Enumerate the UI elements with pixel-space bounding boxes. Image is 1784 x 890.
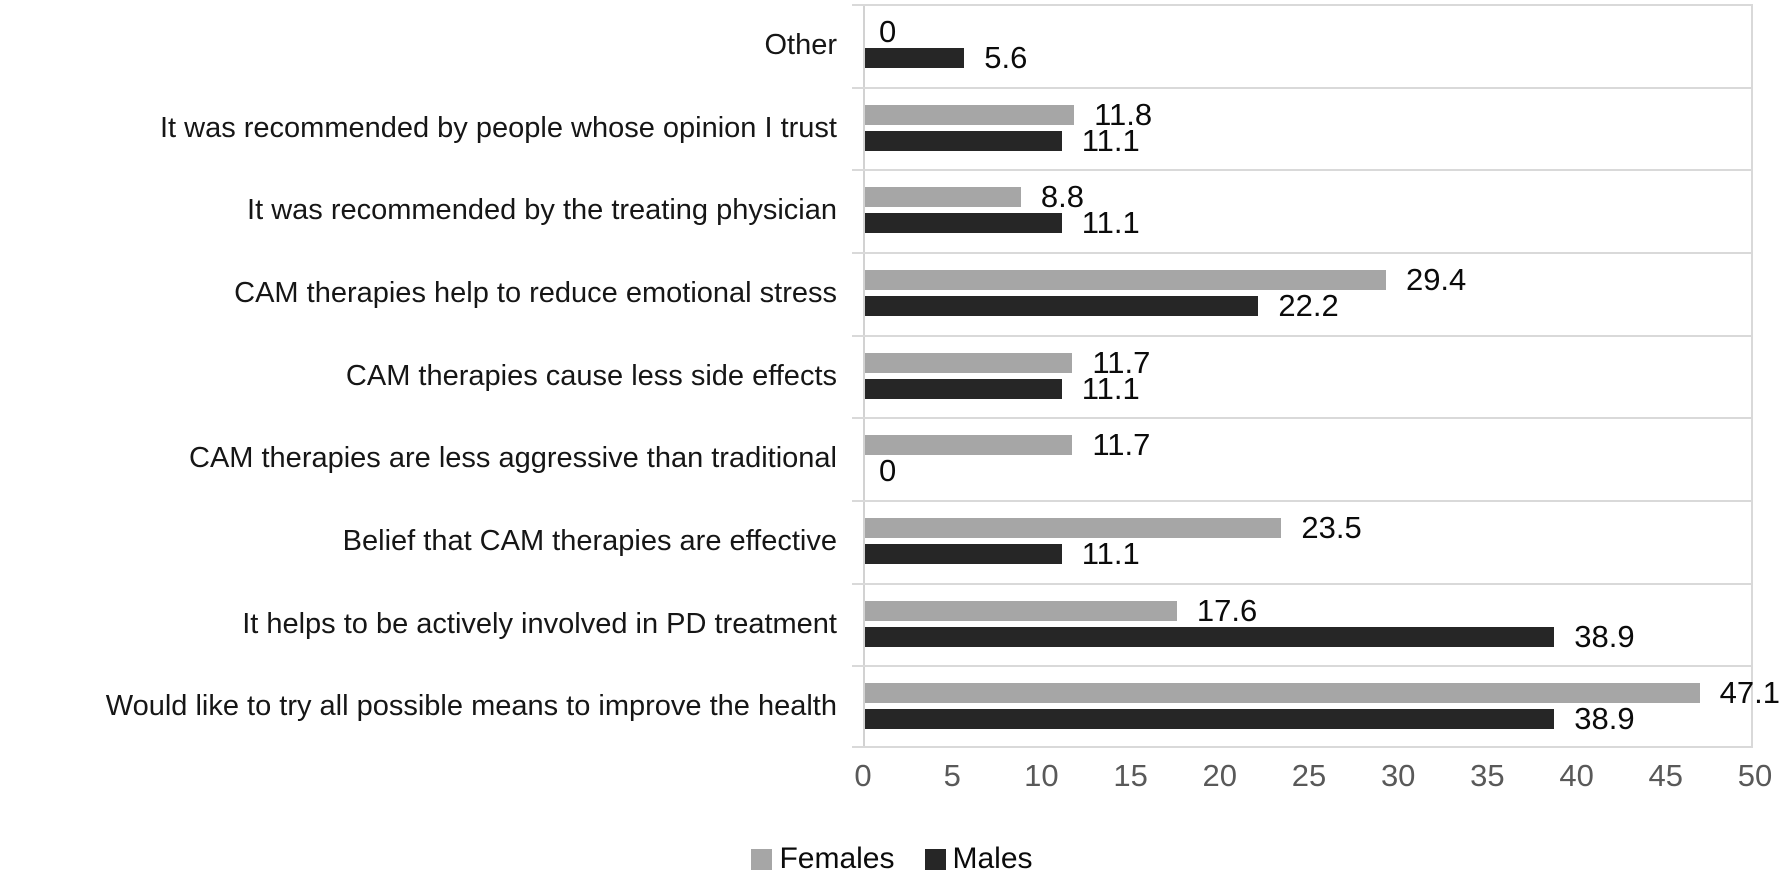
plot-cell: 23.5 11.1 — [852, 499, 1753, 583]
value-label-males: 0 — [879, 453, 897, 489]
bar-males — [865, 213, 1062, 234]
category-label: It was recommended by the treating physi… — [247, 194, 837, 227]
value-label-females: 11.8 — [1094, 96, 1153, 132]
value-label-females: 47.1 — [1719, 675, 1780, 711]
category-tick-mark — [852, 665, 865, 668]
legend-item-males: Males — [924, 842, 1033, 876]
value-label-females: 17.6 — [1196, 592, 1258, 628]
bar-males — [865, 709, 1555, 730]
category-label: CAM therapies cause less side effects — [345, 359, 837, 392]
value-label-males: 11.1 — [1081, 370, 1140, 406]
bar-males — [865, 378, 1062, 399]
value-label-males: 5.6 — [984, 40, 1028, 75]
x-axis-tick-label: 0 — [854, 758, 872, 793]
plot-cell: 0 5.6 — [852, 4, 1753, 87]
value-label-females: 29.4 — [1405, 261, 1467, 297]
plot-cell: 8.8 11.1 — [852, 169, 1753, 252]
value-label-males: 38.9 — [1574, 701, 1635, 737]
category-label: CAM therapies help to reduce emotional s… — [234, 277, 837, 310]
x-axis-tick-label: 20 — [1202, 758, 1238, 793]
category-label: Would like to try all possible means to … — [105, 690, 837, 723]
category-tick-mark — [852, 334, 865, 337]
bar-females — [865, 435, 1073, 456]
bar-males — [865, 130, 1062, 151]
bar-males — [865, 626, 1555, 647]
legend-label: Males — [952, 842, 1033, 875]
category-tick-mark — [852, 251, 865, 254]
category-row: CAM therapies help to reduce emotional s… — [0, 251, 1753, 335]
bar-females — [865, 187, 1021, 208]
category-row: It was recommended by the treating physi… — [0, 169, 1753, 252]
bar-females — [865, 600, 1177, 621]
bar-females — [865, 269, 1386, 290]
x-axis-tick-label: 5 — [943, 758, 961, 793]
plot-cell: 29.4 22.2 — [852, 251, 1753, 335]
category-row: Belief that CAM therapies are effective 2… — [0, 499, 1753, 583]
category-tick-mark — [852, 582, 865, 585]
category-label: Belief that CAM therapies are effective — [342, 525, 837, 558]
bar-females — [865, 104, 1075, 125]
value-label-females: 11.7 — [1092, 344, 1151, 380]
bar-males — [865, 543, 1062, 564]
category-label: It helps to be actively involved in PD t… — [242, 607, 837, 640]
category-row: It was recommended by people whose opini… — [0, 86, 1753, 170]
category-tick-mark — [852, 4, 865, 6]
category-tick-mark — [852, 417, 865, 420]
category-row: CAM therapies are less aggressive than t… — [0, 417, 1753, 500]
category-label: It was recommended by people whose opini… — [159, 111, 837, 144]
value-label-males: 22.2 — [1278, 287, 1339, 323]
legend-item-females: Females — [751, 842, 895, 876]
bar-males — [865, 48, 965, 68]
category-label: CAM therapies are less aggressive than t… — [189, 442, 837, 475]
x-axis-tick-label: 25 — [1291, 758, 1327, 793]
x-axis-tick-label: 40 — [1559, 758, 1594, 793]
bar-females — [865, 352, 1073, 373]
value-label-males: 11.1 — [1081, 122, 1140, 158]
bar-females — [865, 683, 1700, 704]
plot-cell: 11.7 11.1 — [852, 334, 1753, 418]
x-axis-tick-label: 35 — [1470, 758, 1505, 793]
plot-cell: 11.7 0 — [852, 417, 1753, 500]
value-label-females: 23.5 — [1301, 509, 1362, 545]
legend-label: Females — [779, 842, 895, 875]
bar-males — [865, 295, 1259, 316]
x-axis: 0 5 10 15 20 25 30 35 40 45 50 — [854, 758, 1772, 802]
x-axis-tick-label: 10 — [1024, 758, 1059, 793]
category-row: It helps to be actively involved in PD t… — [0, 582, 1753, 666]
legend-swatch-males — [924, 848, 946, 870]
value-label-females: 8.8 — [1040, 179, 1085, 215]
category-tick-mark — [852, 745, 865, 748]
x-axis-tick-label: 30 — [1380, 758, 1416, 793]
chart-rows: Other 0 5.6 It was recommended by people wh… — [0, 4, 1780, 748]
category-tick-mark — [852, 499, 865, 502]
x-axis-tick-label: 45 — [1648, 758, 1684, 793]
category-row: CAM therapies cause less side effects 11.… — [0, 334, 1753, 418]
plot-cell: 11.8 11.1 — [852, 86, 1753, 170]
category-row: Other 0 5.6 — [0, 4, 1753, 87]
category-tick-mark — [852, 86, 865, 89]
value-label-males: 11.1 — [1081, 205, 1140, 241]
legend-swatch-females — [751, 848, 773, 870]
plot-cell: 47.1 38.9 — [852, 665, 1780, 748]
plot-cell: 17.6 38.9 — [852, 582, 1753, 666]
value-label-females: 11.7 — [1092, 427, 1151, 463]
value-label-males: 11.1 — [1081, 535, 1140, 571]
category-row: Would like to try all possible means to … — [0, 665, 1780, 748]
category-tick-mark — [852, 169, 865, 172]
x-axis-tick-label: 15 — [1113, 758, 1148, 793]
category-label: Other — [764, 29, 837, 62]
value-label-males: 38.9 — [1574, 618, 1635, 654]
bar-females — [865, 517, 1282, 538]
legend: Females Males — [0, 842, 1784, 876]
x-axis-tick-label: 50 — [1737, 758, 1773, 793]
value-label-females: 0 — [879, 14, 897, 49]
